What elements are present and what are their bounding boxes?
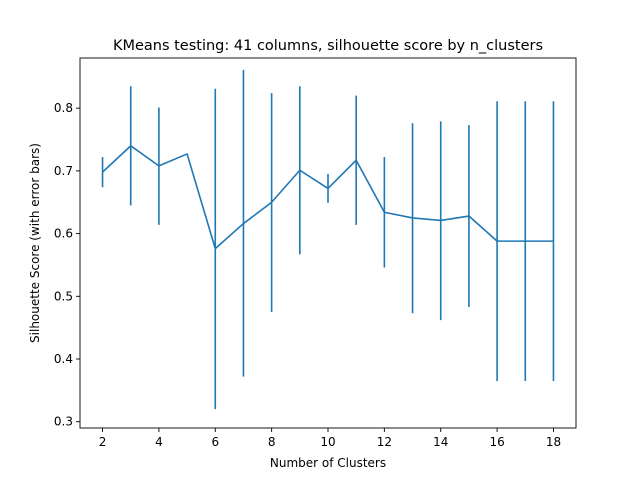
x-tick-label: 16 (489, 435, 504, 449)
x-axis-label: Number of Clusters (270, 456, 386, 470)
x-tick-label: 4 (155, 435, 163, 449)
x-tick-label: 2 (99, 435, 107, 449)
y-tick-label: 0.8 (54, 101, 73, 115)
y-axis: 0.3 0.4 0.5 0.6 0.7 0.8 (54, 101, 80, 429)
x-axis: 2 4 6 8 10 12 14 16 18 (99, 428, 561, 449)
x-tick-label: 6 (211, 435, 219, 449)
y-tick-label: 0.4 (54, 352, 73, 366)
x-tick-label: 10 (320, 435, 335, 449)
x-tick-label: 18 (546, 435, 561, 449)
y-tick-label: 0.5 (54, 289, 73, 303)
x-tick-label: 12 (377, 435, 392, 449)
chart-title: KMeans testing: 41 columns, silhouette s… (113, 38, 543, 54)
series-line (101, 144, 554, 250)
y-tick-label: 0.3 (54, 415, 73, 429)
y-tick-label: 0.6 (54, 227, 73, 241)
y-tick-label: 0.7 (54, 164, 73, 178)
x-tick-label: 8 (268, 435, 276, 449)
y-axis-label: Silhouette Score (with error bars) (28, 143, 42, 343)
x-tick-label: 14 (433, 435, 448, 449)
